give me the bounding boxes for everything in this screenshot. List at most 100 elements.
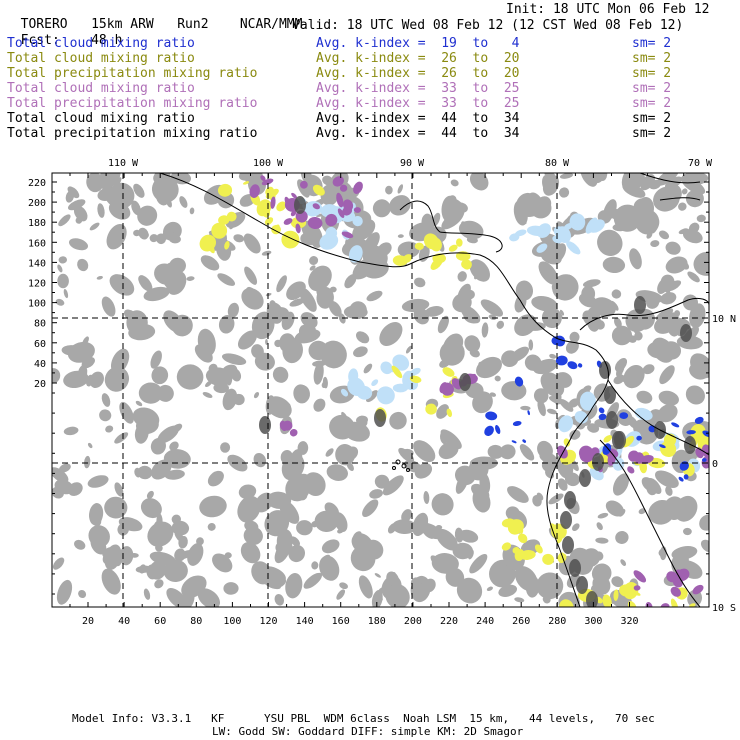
field-smoothing: sm= 2 (632, 81, 672, 96)
field-name: Total cloud mixing ratio (7, 36, 195, 51)
gray-cloud (642, 364, 655, 375)
yellow-cloud (556, 536, 563, 544)
gray-cloud (238, 484, 257, 499)
gray-cloud (479, 472, 491, 495)
gray-cloud (615, 531, 629, 544)
gray-cloud (325, 448, 334, 457)
field-kindex: Avg. k-index = 44 to 34 (316, 111, 520, 126)
gray-cloud (371, 589, 383, 607)
map-content (52, 173, 709, 607)
gray-cloud (591, 297, 616, 317)
gray-cloud (564, 472, 580, 487)
yellow-cloud (557, 552, 565, 562)
model-run: Run2 (177, 17, 209, 32)
bottom-grid-label: 20 (82, 616, 94, 627)
top-lon-label: 80 W (545, 158, 570, 169)
gray-cloud (521, 218, 527, 225)
gray-cloud (620, 559, 627, 566)
lightblue-cloud (579, 391, 596, 411)
yellow-cloud (501, 542, 512, 551)
gray-cloud (149, 234, 159, 243)
gray-cloud (200, 255, 220, 271)
gray-cloud (169, 234, 181, 244)
gray-cloud (207, 470, 224, 487)
gray-cloud (279, 333, 296, 353)
field-smoothing: sm= 2 (632, 66, 672, 81)
gray-cloud (96, 275, 103, 280)
field-smoothing: sm= 2 (632, 111, 672, 126)
lightblue-cloud (569, 213, 586, 231)
gray-cloud (86, 173, 104, 193)
field-kindex: Avg. k-index = 33 to 25 (316, 96, 520, 111)
gray-cloud (217, 273, 236, 286)
blue-cloud (686, 430, 696, 435)
gray-cloud (514, 597, 525, 603)
gray-cloud (253, 452, 267, 468)
gray-cloud (312, 360, 326, 367)
gray-cloud (689, 363, 709, 380)
purple-cloud (249, 184, 260, 198)
gray-cloud (263, 578, 281, 590)
gray-cloud (223, 582, 239, 595)
gray-cloud (176, 364, 204, 390)
purple-cloud (633, 585, 641, 591)
gray-cloud (582, 279, 601, 288)
gray-cloud (377, 242, 392, 257)
gray-cloud (505, 506, 520, 521)
gray-cloud (319, 555, 340, 581)
bottom-grid-label: 220 (440, 616, 458, 627)
gray-cloud (109, 274, 135, 296)
yellow-cloud (224, 241, 230, 250)
bottom-grid-label: 320 (620, 616, 638, 627)
gray-cloud (138, 275, 153, 292)
gray-cloud (660, 274, 675, 289)
gray-cloud (358, 575, 373, 599)
purple-cloud (282, 420, 293, 431)
gray-cloud (678, 259, 690, 270)
gray-cloud (221, 364, 238, 378)
top-lon-label: 110 W (108, 158, 139, 169)
gray-cloud (101, 568, 121, 595)
gray-cloud (595, 537, 609, 544)
gray-cloud (614, 317, 622, 329)
dark-cloud-core (374, 409, 386, 427)
gray-cloud (414, 463, 433, 479)
gray-cloud (372, 252, 385, 260)
gray-cloud (374, 573, 381, 578)
gray-cloud (114, 177, 122, 187)
gray-cloud (67, 186, 80, 199)
gray-cloud (597, 512, 609, 519)
gray-cloud (662, 286, 671, 294)
bottom-grid-label: 120 (259, 616, 277, 627)
purple-cloud (332, 176, 344, 187)
gray-cloud (156, 384, 174, 402)
gray-cloud (326, 464, 348, 481)
gray-cloud (114, 482, 124, 497)
lightblue-cloud (410, 367, 421, 376)
yellow-cloud (622, 435, 635, 448)
purple-cloud (289, 428, 298, 437)
model-center: NCAR/MMM (239, 17, 303, 32)
gray-cloud (640, 174, 656, 191)
gray-cloud (170, 173, 192, 185)
gray-cloud (693, 251, 709, 276)
gray-cloud (489, 392, 497, 397)
axis-ticks (52, 173, 709, 607)
yellow-cloud (409, 375, 422, 383)
gray-cloud (664, 176, 683, 190)
gray-cloud (519, 444, 535, 461)
gray-cloud (213, 382, 229, 394)
gray-cloud (537, 399, 546, 417)
gray-cloud (194, 344, 213, 363)
gray-cloud (542, 595, 551, 604)
field-smoothing: sm= 2 (632, 36, 672, 51)
left-grid-label: 160 (28, 238, 46, 249)
yellow-cloud (689, 603, 696, 607)
gray-cloud (463, 289, 475, 300)
gray-cloud (659, 365, 675, 385)
gray-cloud (280, 450, 293, 465)
gray-cloud (237, 330, 258, 350)
purple-cloud (325, 213, 338, 227)
gray-cloud (385, 583, 410, 607)
gray-cloud (683, 527, 692, 536)
